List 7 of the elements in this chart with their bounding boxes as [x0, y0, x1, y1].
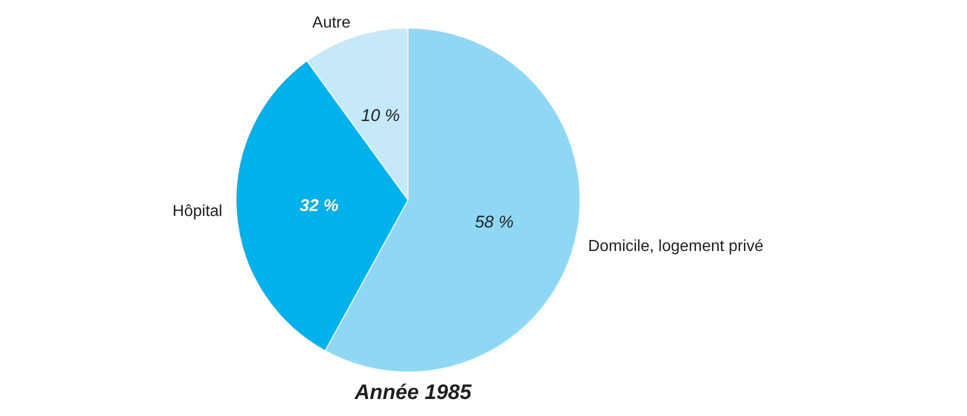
slice-label: Autre: [312, 14, 351, 32]
data-label: 58 %: [474, 212, 514, 232]
slice-label: Hôpital: [172, 203, 222, 220]
text: Année 1985: [354, 381, 472, 404]
data-label: 10 %: [361, 106, 400, 125]
slice-label: Domicile, logement privé: [588, 238, 764, 255]
data-label: 32 %: [300, 196, 339, 216]
